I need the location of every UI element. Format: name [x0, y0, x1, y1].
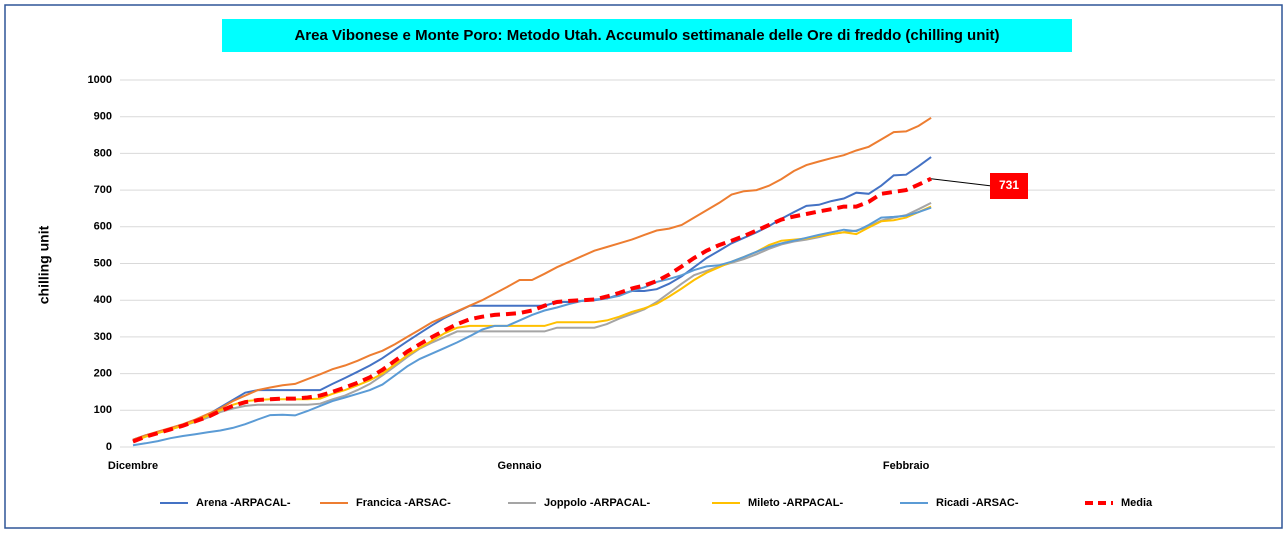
legend-label: Joppolo -ARPACAL- [544, 497, 650, 509]
legend-label: Mileto -ARPACAL- [748, 497, 843, 509]
x-tick-label: Gennaio [498, 460, 542, 472]
legend-label: Francica -ARSAC- [356, 497, 451, 509]
y-tick-label: 500 [94, 257, 112, 269]
data-label-box [990, 173, 1028, 199]
y-tick-label: 400 [94, 294, 112, 306]
chart-title: Area Vibonese e Monte Poro: Metodo Utah.… [294, 27, 999, 44]
legend-label: Ricadi -ARSAC- [936, 497, 1019, 509]
label-leader [931, 178, 993, 187]
legend-label: Media [1121, 497, 1153, 509]
y-tick-label: 300 [94, 331, 112, 343]
y-tick-label: 0 [106, 441, 112, 453]
legend-label: Arena -ARPACAL- [196, 497, 291, 509]
y-axis-label: chilling unit [36, 225, 52, 304]
series-line [132, 176, 932, 444]
series-line [132, 206, 932, 447]
x-tick-label: Febbraio [883, 460, 930, 472]
y-tick-label: 700 [94, 184, 112, 196]
y-tick-label: 800 [94, 147, 112, 159]
x-tick-label: Dicembre [108, 460, 158, 472]
y-tick-label: 200 [94, 368, 112, 380]
series-line [132, 156, 932, 441]
series-line [132, 202, 932, 443]
y-tick-label: 900 [94, 111, 112, 123]
y-tick-label: 1000 [88, 74, 112, 86]
y-tick-label: 600 [94, 221, 112, 233]
y-tick-label: 100 [94, 404, 112, 416]
chart-frame [4, 4, 1283, 529]
series-line [132, 116, 932, 441]
title-box [222, 19, 1072, 52]
data-label: 731 [999, 178, 1019, 192]
